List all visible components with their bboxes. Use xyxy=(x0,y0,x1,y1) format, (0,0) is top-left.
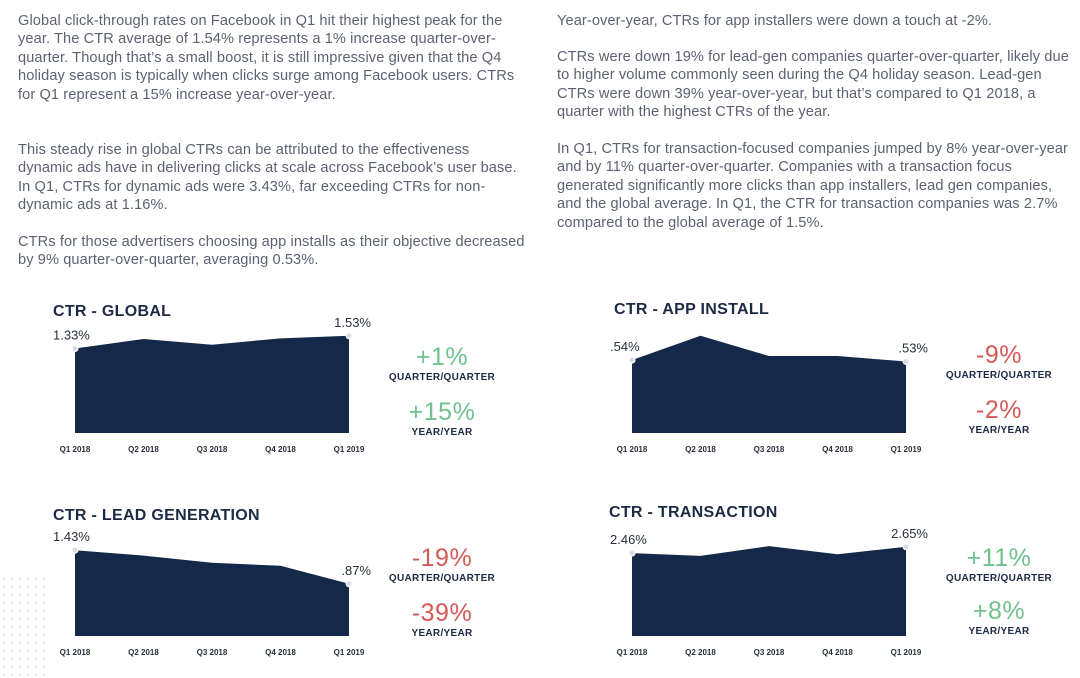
x-tick-label: Q4 2018 xyxy=(822,648,853,657)
data-label: 1.53% xyxy=(334,315,371,330)
data-label: .87% xyxy=(341,563,371,578)
x-tick-label: Q1 2018 xyxy=(60,445,91,454)
stat-value: -2% xyxy=(976,396,1022,424)
stat-transaction-qoq: +11% QUARTER/QUARTER xyxy=(924,545,1074,584)
stat-label: QUARTER/QUARTER xyxy=(945,370,1053,381)
chart-title-app-install: CTR - APP INSTALL xyxy=(614,301,770,318)
x-tick-label: Q3 2018 xyxy=(197,648,228,657)
data-label: 1.43% xyxy=(53,529,90,544)
x-tick-label: Q2 2018 xyxy=(685,445,716,454)
x-tick-label: Q4 2018 xyxy=(265,648,296,657)
x-tick-label: Q1 2019 xyxy=(891,445,922,454)
data-point xyxy=(345,580,353,588)
stat-label: QUARTER/QUARTER xyxy=(945,573,1053,584)
stat-label: QUARTER/QUARTER xyxy=(388,573,496,584)
stat-value: -19% xyxy=(411,544,473,572)
decorative-dot-pattern xyxy=(0,575,50,678)
stat-global-qoq: +1% QUARTER/QUARTER xyxy=(367,344,517,383)
paragraph-transaction: In Q1, CTRs for transaction-focused comp… xyxy=(557,141,1068,231)
stat-app-install-qoq: -9% QUARTER/QUARTER xyxy=(924,342,1074,381)
x-tick-label: Q2 2018 xyxy=(685,648,716,657)
paragraph-lead-gen: CTRs were down 19% for lead-gen companie… xyxy=(557,49,1069,121)
stat-label: QUARTER/QUARTER xyxy=(388,372,496,383)
x-tick-label: Q2 2018 xyxy=(128,445,159,454)
stat-label: YEAR/YEAR xyxy=(968,626,1030,637)
data-label: .53% xyxy=(898,340,928,355)
paragraph-app-yoy: Year-over-year, CTRs for app installers … xyxy=(557,13,993,29)
data-label: 1.33% xyxy=(53,328,90,343)
x-tick-label: Q3 2018 xyxy=(754,648,785,657)
stat-label: YEAR/YEAR xyxy=(968,425,1030,436)
data-point xyxy=(71,546,79,554)
data-label: .54% xyxy=(610,339,640,354)
data-point xyxy=(345,332,353,340)
x-tick-label: Q4 2018 xyxy=(822,445,853,454)
stat-transaction-yoy: +8% YEAR/YEAR xyxy=(924,598,1074,637)
paragraph-global-peak: Global click-through rates on Facebook i… xyxy=(18,13,515,103)
chart-title-transaction: CTR - TRANSACTION xyxy=(609,504,778,521)
stat-value: -39% xyxy=(411,599,473,627)
stat-label: YEAR/YEAR xyxy=(411,628,473,639)
data-point xyxy=(902,357,910,365)
x-tick-label: Q3 2018 xyxy=(197,445,228,454)
data-label: 2.65% xyxy=(891,526,928,541)
stat-label: YEAR/YEAR xyxy=(411,427,473,438)
stat-value: +1% xyxy=(415,343,469,371)
area-series xyxy=(75,550,349,636)
stat-value: -9% xyxy=(976,341,1022,369)
area-series xyxy=(632,335,906,433)
stat-value: +15% xyxy=(408,398,476,426)
stat-value: +8% xyxy=(972,597,1026,625)
data-label: 2.46% xyxy=(610,532,647,547)
x-tick-label: Q1 2019 xyxy=(891,648,922,657)
x-tick-label: Q1 2018 xyxy=(60,648,91,657)
x-tick-label: Q1 2018 xyxy=(617,445,648,454)
x-tick-label: Q1 2018 xyxy=(617,648,648,657)
x-tick-label: Q2 2018 xyxy=(128,648,159,657)
data-point xyxy=(628,356,636,364)
data-point xyxy=(628,549,636,557)
stat-value: +11% xyxy=(966,544,1032,572)
data-point xyxy=(71,345,79,353)
stat-lead-generation-yoy: -39% YEAR/YEAR xyxy=(367,600,517,639)
x-tick-label: Q1 2019 xyxy=(334,445,365,454)
paragraph-dynamic-ads: This steady rise in global CTRs can be a… xyxy=(18,142,517,214)
x-tick-label: Q4 2018 xyxy=(265,445,296,454)
x-tick-label: Q3 2018 xyxy=(754,445,785,454)
chart-title-global: CTR - GLOBAL xyxy=(53,303,172,320)
x-tick-label: Q1 2019 xyxy=(334,648,365,657)
chart-title-lead-generation: CTR - LEAD GENERATION xyxy=(53,507,260,524)
stat-global-yoy: +15% YEAR/YEAR xyxy=(367,399,517,438)
data-point xyxy=(902,543,910,551)
stat-lead-generation-qoq: -19% QUARTER/QUARTER xyxy=(367,545,517,584)
area-series xyxy=(632,546,906,636)
paragraph-app-installs: CTRs for those advertisers choosing app … xyxy=(18,234,525,269)
stat-app-install-yoy: -2% YEAR/YEAR xyxy=(924,397,1074,436)
area-series xyxy=(75,335,349,433)
